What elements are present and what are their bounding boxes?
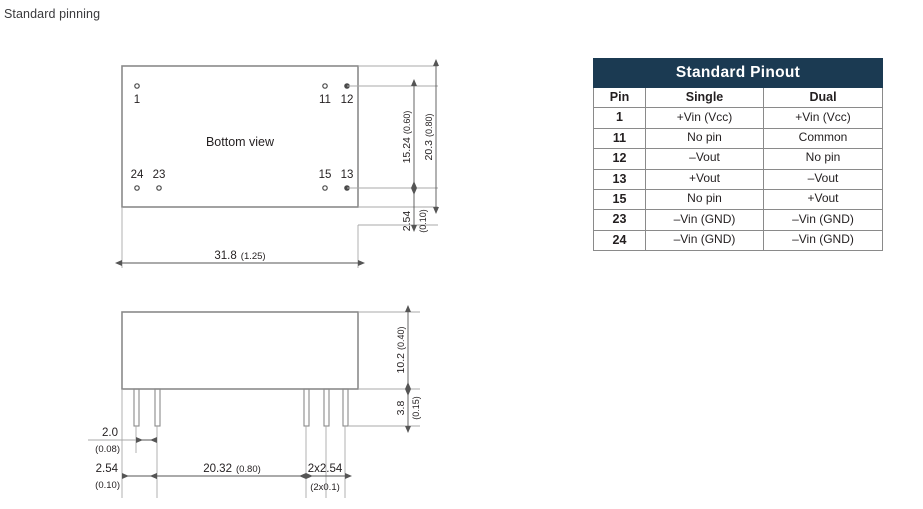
package-outline-top xyxy=(121,65,359,208)
pinout-body: 1 +Vin (Vcc) +Vin (Vcc) 11 No pin Common… xyxy=(593,107,883,252)
cell-single: –Vout xyxy=(645,148,764,170)
pinout-table-container: Standard Pinout Pin Single Dual 1 +Vin (… xyxy=(593,57,883,252)
cell-single: No pin xyxy=(645,188,764,211)
pinout-header-row: Pin Single Dual xyxy=(593,87,883,109)
dim-double-pitch-mm: 2x2.54 xyxy=(308,463,343,475)
cell-dual: +Vin (Vcc) xyxy=(763,107,883,129)
page-title: Standard pinning xyxy=(4,7,101,21)
table-row: 11 No pin Common xyxy=(593,127,883,150)
dim-width: 31.8 (1.25) xyxy=(214,250,265,262)
pin-label-1: 1 xyxy=(134,94,140,106)
cell-dual: +Vout xyxy=(763,188,883,211)
dim-inner-height: 15.24(0.60) xyxy=(401,111,413,164)
dim-outer-height: 20.3(0.80) xyxy=(423,114,435,161)
side-view-vertical-dimensions: 10.2(0.40) 3.8 (0.15) xyxy=(348,305,421,433)
side-view-group xyxy=(121,311,359,427)
cell-dual: No pin xyxy=(763,148,883,170)
pin-hole-23 xyxy=(156,185,162,191)
pin-hole-1 xyxy=(134,83,140,89)
cell-pin: 12 xyxy=(593,148,646,170)
drawing-svg: 1 11 12 24 23 15 13 Bottom view 15.24(0.… xyxy=(88,59,439,498)
table-row: 13 +Vout –Vout xyxy=(593,168,883,190)
cell-single: –Vin (GND) xyxy=(645,209,764,231)
cell-pin: 24 xyxy=(593,229,646,252)
cell-single: –Vin (GND) xyxy=(645,229,764,252)
pin-hole-15 xyxy=(322,185,328,191)
cell-single: No pin xyxy=(645,127,764,150)
cell-pin: 15 xyxy=(593,188,646,211)
side-view-bottom-dimensions: 2.0 (0.08) 2.54 (0.10) 20.32 (0.80) 2x2.5… xyxy=(88,389,352,498)
cell-pin: 11 xyxy=(593,127,646,150)
pinout-table: Standard Pinout Pin Single Dual 1 +Vin (… xyxy=(593,57,883,252)
dim-body-height: 10.2(0.40) xyxy=(395,327,407,374)
table-row: 15 No pin +Vout xyxy=(593,188,883,211)
dim-span: 20.32 (0.80) xyxy=(203,463,261,475)
column-header-dual: Dual xyxy=(763,87,883,109)
top-view-width-dimension: 31.8 (1.25) xyxy=(115,207,365,268)
cell-single: +Vin (Vcc) xyxy=(645,107,764,129)
column-header-pin: Pin xyxy=(593,87,646,109)
table-row: 12 –Vout No pin xyxy=(593,148,883,170)
pin-label-15: 15 xyxy=(319,169,332,181)
side-pin-2 xyxy=(154,388,161,427)
column-header-single: Single xyxy=(645,87,764,109)
dim-pin-gap-mm: 2.54 xyxy=(96,463,119,475)
technical-drawing: 1 11 12 24 23 15 13 Bottom view 15.24(0.… xyxy=(0,28,560,509)
pinout-title-row: Standard Pinout xyxy=(593,57,883,89)
pin-hole-24 xyxy=(134,185,140,191)
side-pin-1 xyxy=(133,388,140,427)
dim-pin-width-mm: 2.0 xyxy=(102,427,118,439)
cell-single: +Vout xyxy=(645,168,764,190)
cell-pin: 13 xyxy=(593,168,646,190)
side-pin-3 xyxy=(303,388,310,427)
table-row: 1 +Vin (Vcc) +Vin (Vcc) xyxy=(593,107,883,129)
cell-dual: –Vout xyxy=(763,168,883,190)
side-pin-4 xyxy=(323,388,330,427)
dim-pin-length-mm: 3.8 xyxy=(395,401,407,416)
side-pin-5 xyxy=(342,388,349,427)
bottom-view-caption: Bottom view xyxy=(206,135,275,149)
dim-double-pitch-in: (2x0.1) xyxy=(310,482,340,493)
dim-pitch-in: (0.10) xyxy=(418,209,428,233)
pin-label-13: 13 xyxy=(341,169,354,181)
dim-pin-width-in: (0.08) xyxy=(95,444,120,455)
package-outline-side xyxy=(121,311,359,390)
pin-label-11: 11 xyxy=(319,94,331,106)
cell-dual: –Vin (GND) xyxy=(763,209,883,231)
pin-label-12: 12 xyxy=(341,94,354,106)
table-row: 23 –Vin (GND) –Vin (GND) xyxy=(593,209,883,231)
cell-pin: 23 xyxy=(593,209,646,231)
table-row: 24 –Vin (GND) –Vin (GND) xyxy=(593,229,883,252)
pinout-title: Standard Pinout xyxy=(593,57,883,89)
cell-pin: 1 xyxy=(593,107,646,129)
cell-dual: –Vin (GND) xyxy=(763,229,883,252)
pin-hole-11 xyxy=(322,83,328,89)
pin-label-24: 24 xyxy=(131,169,144,181)
top-view-vertical-dimensions: 15.24(0.60) 20.3(0.80) 2.54 (0.10) xyxy=(347,59,439,233)
dim-pin-gap-in: (0.10) xyxy=(95,480,120,491)
top-view-group: 1 11 12 24 23 15 13 Bottom view xyxy=(121,65,359,208)
pin-label-23: 23 xyxy=(153,169,166,181)
dim-pitch-mm: 2.54 xyxy=(401,211,413,232)
cell-dual: Common xyxy=(763,127,883,150)
dim-pin-length-in: (0.15) xyxy=(411,396,421,420)
